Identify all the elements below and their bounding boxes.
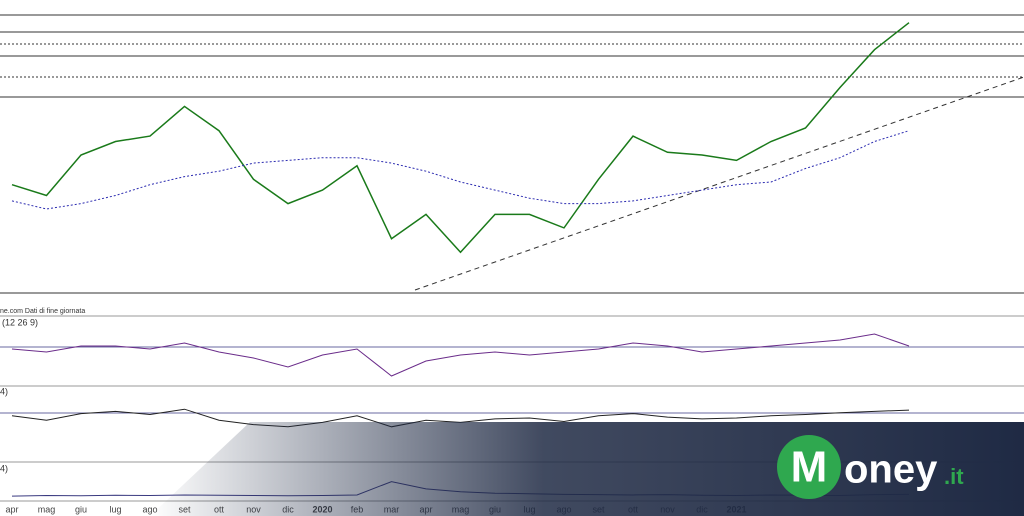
series-line [11, 333, 910, 377]
x-tick-label: mag [38, 504, 56, 514]
source: ne.com Dati di fine giornata [0, 308, 85, 315]
volume-label: 4) [0, 463, 8, 473]
svg-text:.it: .it [944, 464, 964, 489]
x-tick-label: lug [109, 504, 121, 514]
series-line [11, 22, 910, 254]
series-line [11, 130, 910, 210]
x-tick-label: apr [5, 504, 18, 514]
logo: M oney .it [777, 435, 964, 499]
x-tick-label: ago [142, 504, 157, 514]
macd-label: (12 26 9) [2, 317, 38, 327]
rsi-label: 4) [0, 386, 8, 396]
svg-text:M: M [791, 443, 828, 492]
svg-text:oney: oney [844, 448, 938, 492]
x-tick-label: giu [75, 504, 87, 514]
